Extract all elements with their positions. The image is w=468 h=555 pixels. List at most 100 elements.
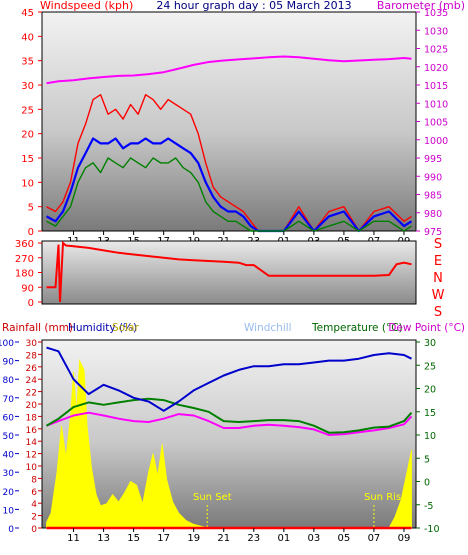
- wind-plot-area: [41, 11, 417, 232]
- wind-series-group: [45, 55, 413, 233]
- bottom-time-axis-tick-label: 03: [307, 533, 320, 544]
- humidity-y-tick-label: 90: [3, 358, 15, 368]
- wind-y-tick-label: 20: [21, 130, 34, 141]
- humidity-y-tick-label: 100: [0, 339, 14, 349]
- rainfall-y-tick-label: 26: [26, 364, 38, 374]
- wind-y-axis: 0 5 10 15 20 25 30 35 40 45: [21, 8, 42, 238]
- temperature-line: [45, 397, 413, 434]
- sunrise-annotation: Sun Rise: [364, 492, 407, 503]
- temperature-y-tick-label: 5: [424, 454, 430, 465]
- temperature-y-tick-label: 30: [424, 338, 436, 349]
- rainfall-y-tick-label: 30: [26, 339, 38, 349]
- temperature-y-tick-label: 0: [424, 478, 430, 489]
- barometer-y-tick-label: 990: [424, 172, 442, 183]
- temperature-plot-area: [41, 339, 417, 529]
- barometer-y-tick-label: 1000: [424, 136, 448, 147]
- temperature-y-tick-label: 25: [424, 361, 436, 372]
- temperature-y-axis: -10 -5 0 5 10 15 20 25 30: [416, 338, 440, 535]
- wind-y-tick-label: 0: [28, 227, 34, 238]
- barometer-y-tick-label: 1015: [424, 81, 448, 92]
- barometer-axis-title: Barometer (mb): [377, 0, 465, 12]
- humidity-y-tick-label: 50: [3, 432, 15, 442]
- barometer-y-tick-label: 995: [424, 154, 442, 165]
- wind-direction-line: [46, 240, 412, 303]
- bottom-time-axis: 11 13 15 17 19 21 23 01 03 05 07 09: [67, 528, 410, 544]
- bottom-time-axis-tick-label: 13: [97, 533, 110, 544]
- sunset-annotation: Sun Set: [193, 492, 232, 503]
- bottom-time-axis-tick-label: 23: [247, 533, 260, 544]
- barometer-y-tick-label: 985: [424, 191, 442, 202]
- rainfall-y-tick-label: 28: [26, 351, 38, 361]
- barometer-y-tick-label: 1030: [424, 26, 448, 37]
- temperature-y-tick-label: 10: [424, 431, 436, 442]
- bottom-time-axis-tick-label: 09: [398, 533, 411, 544]
- humidity-y-tick-label: 40: [3, 451, 15, 461]
- bottom-time-axis-tick-label: 21: [217, 533, 230, 544]
- barometer-y-tick-label: 980: [424, 209, 442, 220]
- direction-y-tick-label: 90: [21, 283, 34, 294]
- bottom-time-axis-tick-label: 05: [338, 533, 351, 544]
- humidity-y-tick-label: 60: [3, 413, 15, 423]
- barometer-y-tick-label: 1025: [424, 45, 448, 56]
- rainfall-y-tick-label: 10: [26, 463, 38, 473]
- humidity-y-tick-label: 70: [3, 395, 15, 405]
- barometer-y-tick-label: 1035: [424, 8, 448, 19]
- bottom-time-axis-tick-label: 17: [157, 533, 170, 544]
- gust-line: [46, 93, 412, 232]
- humidity-y-axis: 0 10 20 30 40 50 60 70 80 90 100: [0, 339, 19, 535]
- temperature-y-tick-label: -5: [424, 501, 433, 512]
- humidity-axis-title: Humidity (%): [68, 322, 137, 334]
- rainfall-axis-title: Rainfall (mm): [2, 322, 73, 334]
- wind-y-tick-label: 40: [21, 32, 34, 43]
- compass-label: W: [432, 288, 445, 303]
- direction-y-tick-label: 180: [15, 269, 34, 280]
- rainfall-y-tick-label: 16: [26, 426, 38, 436]
- wind-y-tick-label: 10: [21, 178, 34, 189]
- rainfall-y-tick-label: 22: [26, 389, 37, 399]
- wind-y-tick-label: 30: [21, 81, 34, 92]
- barometer-y-tick-label: 975: [424, 227, 442, 238]
- temperature-y-tick-label: 15: [424, 408, 436, 419]
- temperature-y-tick-label: -10: [424, 524, 440, 535]
- compass-label: N: [433, 271, 443, 286]
- windchill-axis-title: Windchill: [244, 322, 292, 334]
- wind-axis-title: Windspeed (kph): [40, 0, 133, 12]
- wind-y-tick-label: 45: [21, 8, 34, 19]
- direction-y-tick-label: 0: [28, 298, 34, 309]
- bottom-time-axis-tick-label: 01: [277, 533, 290, 544]
- humidity-y-tick-label: 30: [3, 469, 15, 479]
- humidity-y-tick-label: 80: [3, 376, 15, 386]
- rainfall-y-tick-label: 14: [26, 438, 38, 448]
- compass-label: S: [434, 305, 442, 320]
- barometer-y-tick-label: 1020: [424, 63, 448, 74]
- direction-y-axis: 0 90 180 270 360: [15, 239, 42, 309]
- wind-y-tick-label: 5: [28, 203, 34, 214]
- direction-y-tick-label: 270: [15, 254, 34, 265]
- rainfall-y-tick-label: 4: [31, 500, 37, 510]
- solar-axis-title: Solar: [112, 322, 139, 334]
- temperature-y-tick-label: 20: [424, 385, 436, 396]
- bottom-time-axis-tick-label: 19: [187, 533, 200, 544]
- rainfall-y-tick-label: 6: [31, 488, 37, 498]
- wind-y-tick-label: 25: [21, 105, 34, 116]
- bottom-time-axis-tick-label: 15: [127, 533, 140, 544]
- barometer-y-tick-label: 1010: [424, 99, 448, 110]
- wind-y-tick-label: 15: [21, 154, 34, 165]
- compass-label: S: [434, 237, 442, 252]
- dewpoint-line: [46, 411, 413, 436]
- barometer-y-tick-label: 1005: [424, 118, 448, 129]
- wind-y-tick-label: 35: [21, 57, 34, 68]
- compass-label: E: [434, 254, 442, 269]
- bottom-series-group: [45, 346, 413, 530]
- rainfall-y-tick-label: 24: [26, 376, 38, 386]
- rainfall-y-tick-label: 2: [31, 513, 37, 523]
- humidity-y-tick-label: 20: [3, 488, 15, 498]
- humidity-y-tick-label: 10: [3, 506, 15, 516]
- rainfall-y-tick-label: 18: [26, 413, 38, 423]
- rainfall-y-tick-label: 20: [26, 401, 38, 411]
- humidity-y-tick-label: 0: [8, 525, 14, 535]
- rainfall-y-tick-label: 12: [26, 451, 37, 461]
- rainfall-y-tick-label: 8: [31, 475, 37, 485]
